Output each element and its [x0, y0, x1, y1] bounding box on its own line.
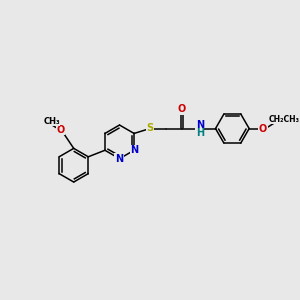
Text: CH₂CH₃: CH₂CH₃ [268, 115, 299, 124]
Text: N: N [115, 154, 123, 164]
Text: O: O [259, 124, 267, 134]
Text: S: S [146, 123, 154, 133]
Text: O: O [56, 125, 64, 135]
Text: N: N [196, 120, 204, 130]
Text: H: H [196, 128, 204, 138]
Text: N: N [130, 145, 139, 155]
Text: CH₃: CH₃ [44, 117, 60, 126]
Text: O: O [178, 104, 186, 114]
